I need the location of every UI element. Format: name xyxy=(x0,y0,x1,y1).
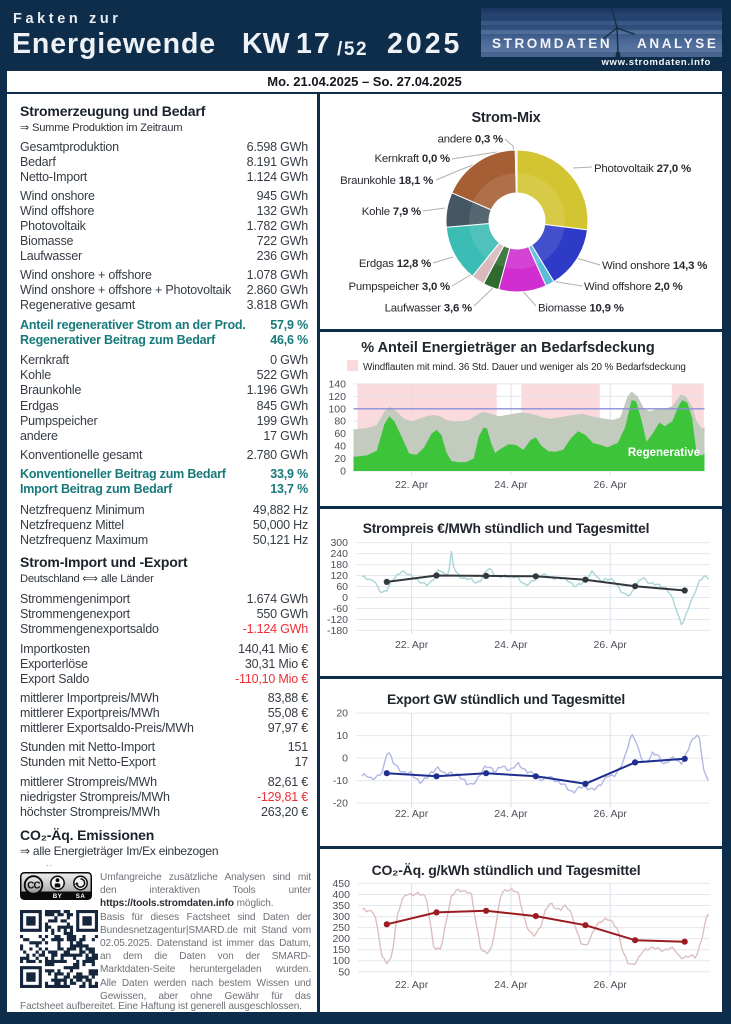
svg-text:22. Apr: 22. Apr xyxy=(395,979,429,991)
svg-text:Strompreis €/MWh stündlich und: Strompreis €/MWh stündlich und Tagesmitt… xyxy=(363,521,649,536)
svg-text:300: 300 xyxy=(330,537,348,549)
svg-text:10: 10 xyxy=(336,730,348,742)
svg-text:120: 120 xyxy=(330,570,348,582)
svg-text:Biomasse 10,9 %: Biomasse 10,9 % xyxy=(538,303,624,315)
svg-text:Laufwasser 3,6 %: Laufwasser 3,6 % xyxy=(385,303,472,315)
svg-text:Strom-Mix: Strom-Mix xyxy=(471,110,540,126)
svg-text:0: 0 xyxy=(342,753,348,765)
svg-text:22. Apr: 22. Apr xyxy=(395,479,429,491)
svg-text:Photovoltaik 27,0 %: Photovoltaik 27,0 % xyxy=(594,163,691,175)
svg-text:24. Apr: 24. Apr xyxy=(494,808,528,820)
svg-text:SA: SA xyxy=(76,893,86,900)
svg-text:0: 0 xyxy=(340,466,346,478)
svg-text:26. Apr: 26. Apr xyxy=(594,639,628,651)
svg-text:20: 20 xyxy=(336,708,348,720)
svg-text:24. Apr: 24. Apr xyxy=(494,639,528,651)
svg-text:Kernkraft 0,0 %: Kernkraft 0,0 % xyxy=(374,153,450,165)
svg-text:BY: BY xyxy=(53,893,63,900)
svg-text:120: 120 xyxy=(328,391,346,403)
svg-text:180: 180 xyxy=(330,559,348,571)
svg-text:26. Apr: 26. Apr xyxy=(594,808,628,820)
svg-text:0: 0 xyxy=(342,592,348,604)
svg-text:300: 300 xyxy=(332,911,350,923)
svg-text:andere 0,3 %: andere 0,3 % xyxy=(438,134,503,146)
svg-text:80: 80 xyxy=(334,416,346,428)
svg-text:150: 150 xyxy=(332,944,350,956)
svg-text:ANALYSE: ANALYSE xyxy=(637,36,718,51)
svg-text:-180: -180 xyxy=(327,625,348,637)
svg-text:Erdgas 12,8 %: Erdgas 12,8 % xyxy=(359,258,431,270)
svg-text:CO₂-Äq. g/kWh stündlich und Ta: CO₂-Äq. g/kWh stündlich und Tagesmittel xyxy=(372,862,641,878)
svg-text:Braunkohle 18,1 %: Braunkohle 18,1 % xyxy=(340,175,433,187)
svg-text:60: 60 xyxy=(336,581,348,593)
svg-text:Pumpspeicher 3,0 %: Pumpspeicher 3,0 % xyxy=(348,281,450,293)
svg-text:% Anteil Energieträger an Beda: % Anteil Energieträger an Bedarfsdeckung xyxy=(361,340,655,356)
svg-text:Regenerative: Regenerative xyxy=(628,447,700,459)
svg-text:22. Apr: 22. Apr xyxy=(395,639,429,651)
svg-text:CC: CC xyxy=(27,881,40,892)
svg-text:250: 250 xyxy=(332,922,350,934)
svg-text:240: 240 xyxy=(330,548,348,560)
svg-text:200: 200 xyxy=(332,933,350,945)
svg-text:-120: -120 xyxy=(327,614,348,626)
svg-text:Windflauten mit mind. 36 Std.: Windflauten mit mind. 36 Std. Dauer und … xyxy=(363,362,686,373)
svg-text:-10: -10 xyxy=(333,775,348,787)
svg-text:140: 140 xyxy=(328,378,346,390)
svg-text:100: 100 xyxy=(332,955,350,967)
svg-text:40: 40 xyxy=(334,441,346,453)
svg-text:22. Apr: 22. Apr xyxy=(395,808,429,820)
svg-text:26. Apr: 26. Apr xyxy=(594,979,628,991)
svg-text:60: 60 xyxy=(334,428,346,440)
svg-text:450: 450 xyxy=(332,878,350,890)
svg-text:24. Apr: 24. Apr xyxy=(494,979,528,991)
svg-text:-20: -20 xyxy=(333,798,348,810)
svg-text:350: 350 xyxy=(332,900,350,912)
svg-text:Wind onshore 14,3 %: Wind onshore 14,3 % xyxy=(602,260,707,272)
svg-text:-60: -60 xyxy=(333,603,348,615)
svg-text:50: 50 xyxy=(338,966,350,978)
svg-text:100: 100 xyxy=(328,403,346,415)
svg-text:Kohle 7,9 %: Kohle 7,9 % xyxy=(362,206,421,218)
svg-text:Wind offshore 2,0 %: Wind offshore 2,0 % xyxy=(584,281,683,293)
svg-text:400: 400 xyxy=(332,889,350,901)
svg-text:24. Apr: 24. Apr xyxy=(494,479,528,491)
svg-text:Export GW stündlich und Tagesm: Export GW stündlich und Tagesmittel xyxy=(387,692,625,707)
svg-text:26. Apr: 26. Apr xyxy=(594,479,628,491)
svg-text:STROMDATEN: STROMDATEN xyxy=(492,36,612,51)
svg-text:20: 20 xyxy=(334,453,346,465)
